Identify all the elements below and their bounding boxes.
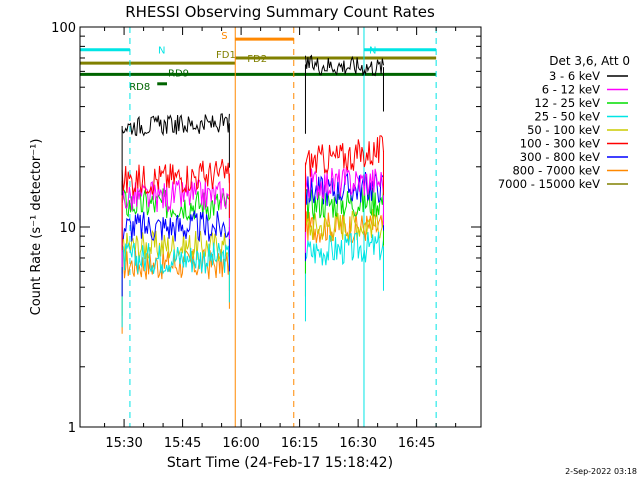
flags-layer: N N S FD1 FD2 RD9 RD8 <box>80 31 437 93</box>
legend-label: 100 - 300 keV <box>520 137 600 151</box>
series-0-trace <box>305 54 384 77</box>
series-3-trace <box>305 231 384 266</box>
flag-label-fd1: FD1 <box>216 50 236 61</box>
x-tick-label: 16:45 <box>398 436 435 451</box>
y-tick-label: 10 <box>59 221 76 236</box>
flag-label-n: N <box>158 46 165 57</box>
axis-layer: 15:30 15:45 16:00 16:15 16:30 16:45 1 10 100 <box>51 21 482 451</box>
legend-label: 800 - 7000 keV <box>512 164 600 178</box>
legend-label: 7000 - 15000 keV <box>498 177 600 191</box>
flag-label-rd8: RD8 <box>129 82 150 93</box>
chart-title: RHESSI Observing Summary Count Rates <box>125 3 435 21</box>
x-tick-label: 15:45 <box>164 436 201 451</box>
series-7-trace <box>121 248 230 280</box>
series-6-trace <box>305 171 384 206</box>
flag-label-n: N <box>369 46 376 57</box>
legend-header: Det 3,6, Att 0 <box>549 54 630 68</box>
series-1-trace <box>121 179 230 213</box>
x-tick-label: 16:30 <box>339 436 376 451</box>
legend-label: 25 - 50 keV <box>534 110 600 124</box>
series-layer <box>121 54 384 334</box>
legend-label: 3 - 6 keV <box>549 69 600 83</box>
series-5-trace <box>121 159 230 196</box>
legend-label: 300 - 800 keV <box>520 150 600 164</box>
series-0-trace <box>121 113 230 137</box>
series-4-trace <box>305 208 384 242</box>
flag-label-fd2: FD2 <box>247 54 267 65</box>
flag-label-rd9: RD9 <box>168 68 189 79</box>
x-tick-label: 16:00 <box>222 436 259 451</box>
y-axis-label: Count Rate (s⁻¹ detector⁻¹) <box>29 139 44 316</box>
x-tick-label: 15:30 <box>105 436 142 451</box>
legend-label: 12 - 25 keV <box>534 96 600 110</box>
x-axis-label: Start Time (24-Feb-17 15:18:42) <box>167 455 393 471</box>
x-tick-label: 16:15 <box>281 436 318 451</box>
y-tick-label: 1 <box>68 421 76 436</box>
series-6-trace <box>121 209 230 243</box>
series-5-trace <box>305 135 384 177</box>
legend-label: 6 - 12 keV <box>542 83 600 97</box>
legend-label: 50 - 100 keV <box>527 123 600 137</box>
flag-label-s: S <box>221 31 227 42</box>
footer-date: 2-Sep-2022 03:18 <box>565 467 637 476</box>
y-tick-label: 100 <box>51 21 76 36</box>
series-1-trace <box>305 166 384 200</box>
series-3-trace <box>121 241 230 275</box>
